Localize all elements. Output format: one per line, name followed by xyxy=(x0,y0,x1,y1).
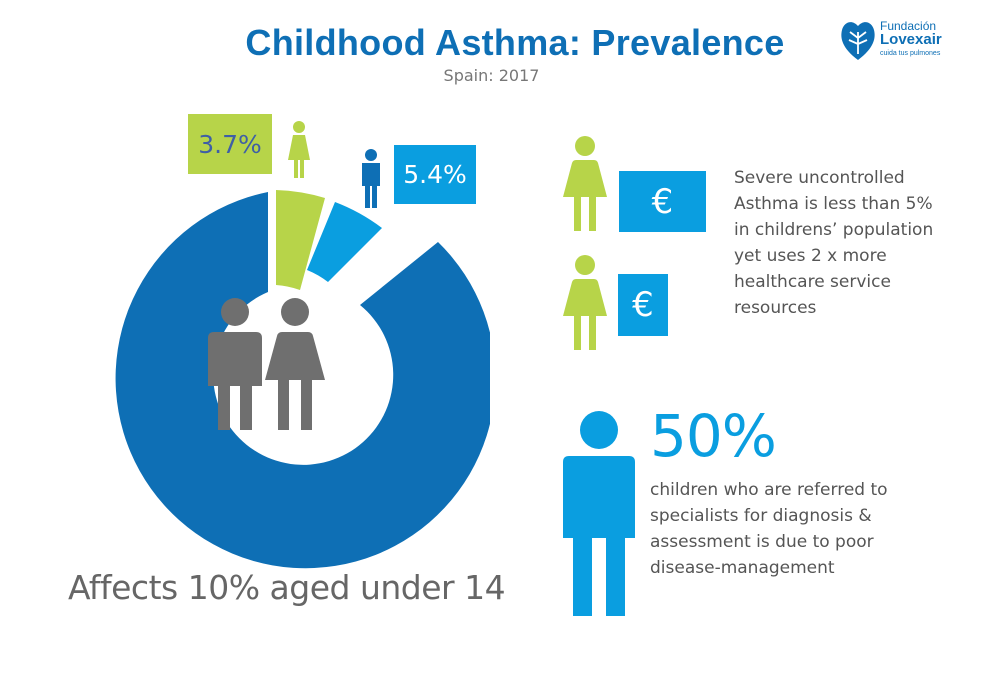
referral-text-line: assessment is due to poor xyxy=(650,532,874,552)
affects-statement: Affects 10% aged under 14 xyxy=(68,568,506,607)
euro-symbol: € xyxy=(632,285,654,325)
page-title: Childhood Asthma: Prevalence xyxy=(245,22,785,63)
referral-text: children who are referred to specialists… xyxy=(650,477,970,581)
euro-icon: € xyxy=(619,171,706,232)
severe-text-line: Severe uncontrolled xyxy=(734,168,905,188)
euro-icon: € xyxy=(618,274,668,336)
severe-text-line: in childrens’ population xyxy=(734,220,934,240)
boy-and-girl-icon xyxy=(208,298,325,430)
severe-text-line: resources xyxy=(734,298,817,318)
referral-percentage: 50% xyxy=(650,402,777,470)
logo-heart-icon xyxy=(841,22,875,60)
severe-asthma-text: Severe uncontrolled Asthma is less than … xyxy=(734,165,974,321)
severe-text-line: yet uses 2 x more xyxy=(734,246,887,266)
referral-text-line: specialists for diagnosis & xyxy=(650,506,872,526)
female-icon xyxy=(563,136,607,231)
logo-line-2: Lovexair xyxy=(880,31,942,48)
girls-percentage-label: 3.7% xyxy=(198,129,262,159)
prevalence-donut xyxy=(115,190,490,569)
severe-text-line: healthcare service xyxy=(734,272,891,292)
male-icon xyxy=(362,149,380,208)
logo-line-3: cuida tus pulmones xyxy=(880,50,941,57)
female-icon xyxy=(563,255,607,350)
severe-text-line: Asthma is less than 5% xyxy=(734,194,933,214)
donut-segment-remaining xyxy=(115,192,490,569)
donut-segment-boys xyxy=(307,202,382,282)
male-icon xyxy=(563,411,635,616)
referral-text-line: disease-management xyxy=(650,558,835,578)
euro-symbol: € xyxy=(651,181,674,222)
boys-percentage-box: 5.4% xyxy=(394,145,476,204)
referral-text-line: children who are referred to xyxy=(650,480,888,500)
boys-percentage-label: 5.4% xyxy=(403,160,467,189)
girls-percentage-box: 3.7% xyxy=(188,114,272,174)
donut-segment-girls xyxy=(276,190,325,290)
female-icon xyxy=(288,121,310,178)
page-subtitle: Spain: 2017 xyxy=(443,66,540,85)
logo-line-1: Fundación xyxy=(880,19,937,33)
